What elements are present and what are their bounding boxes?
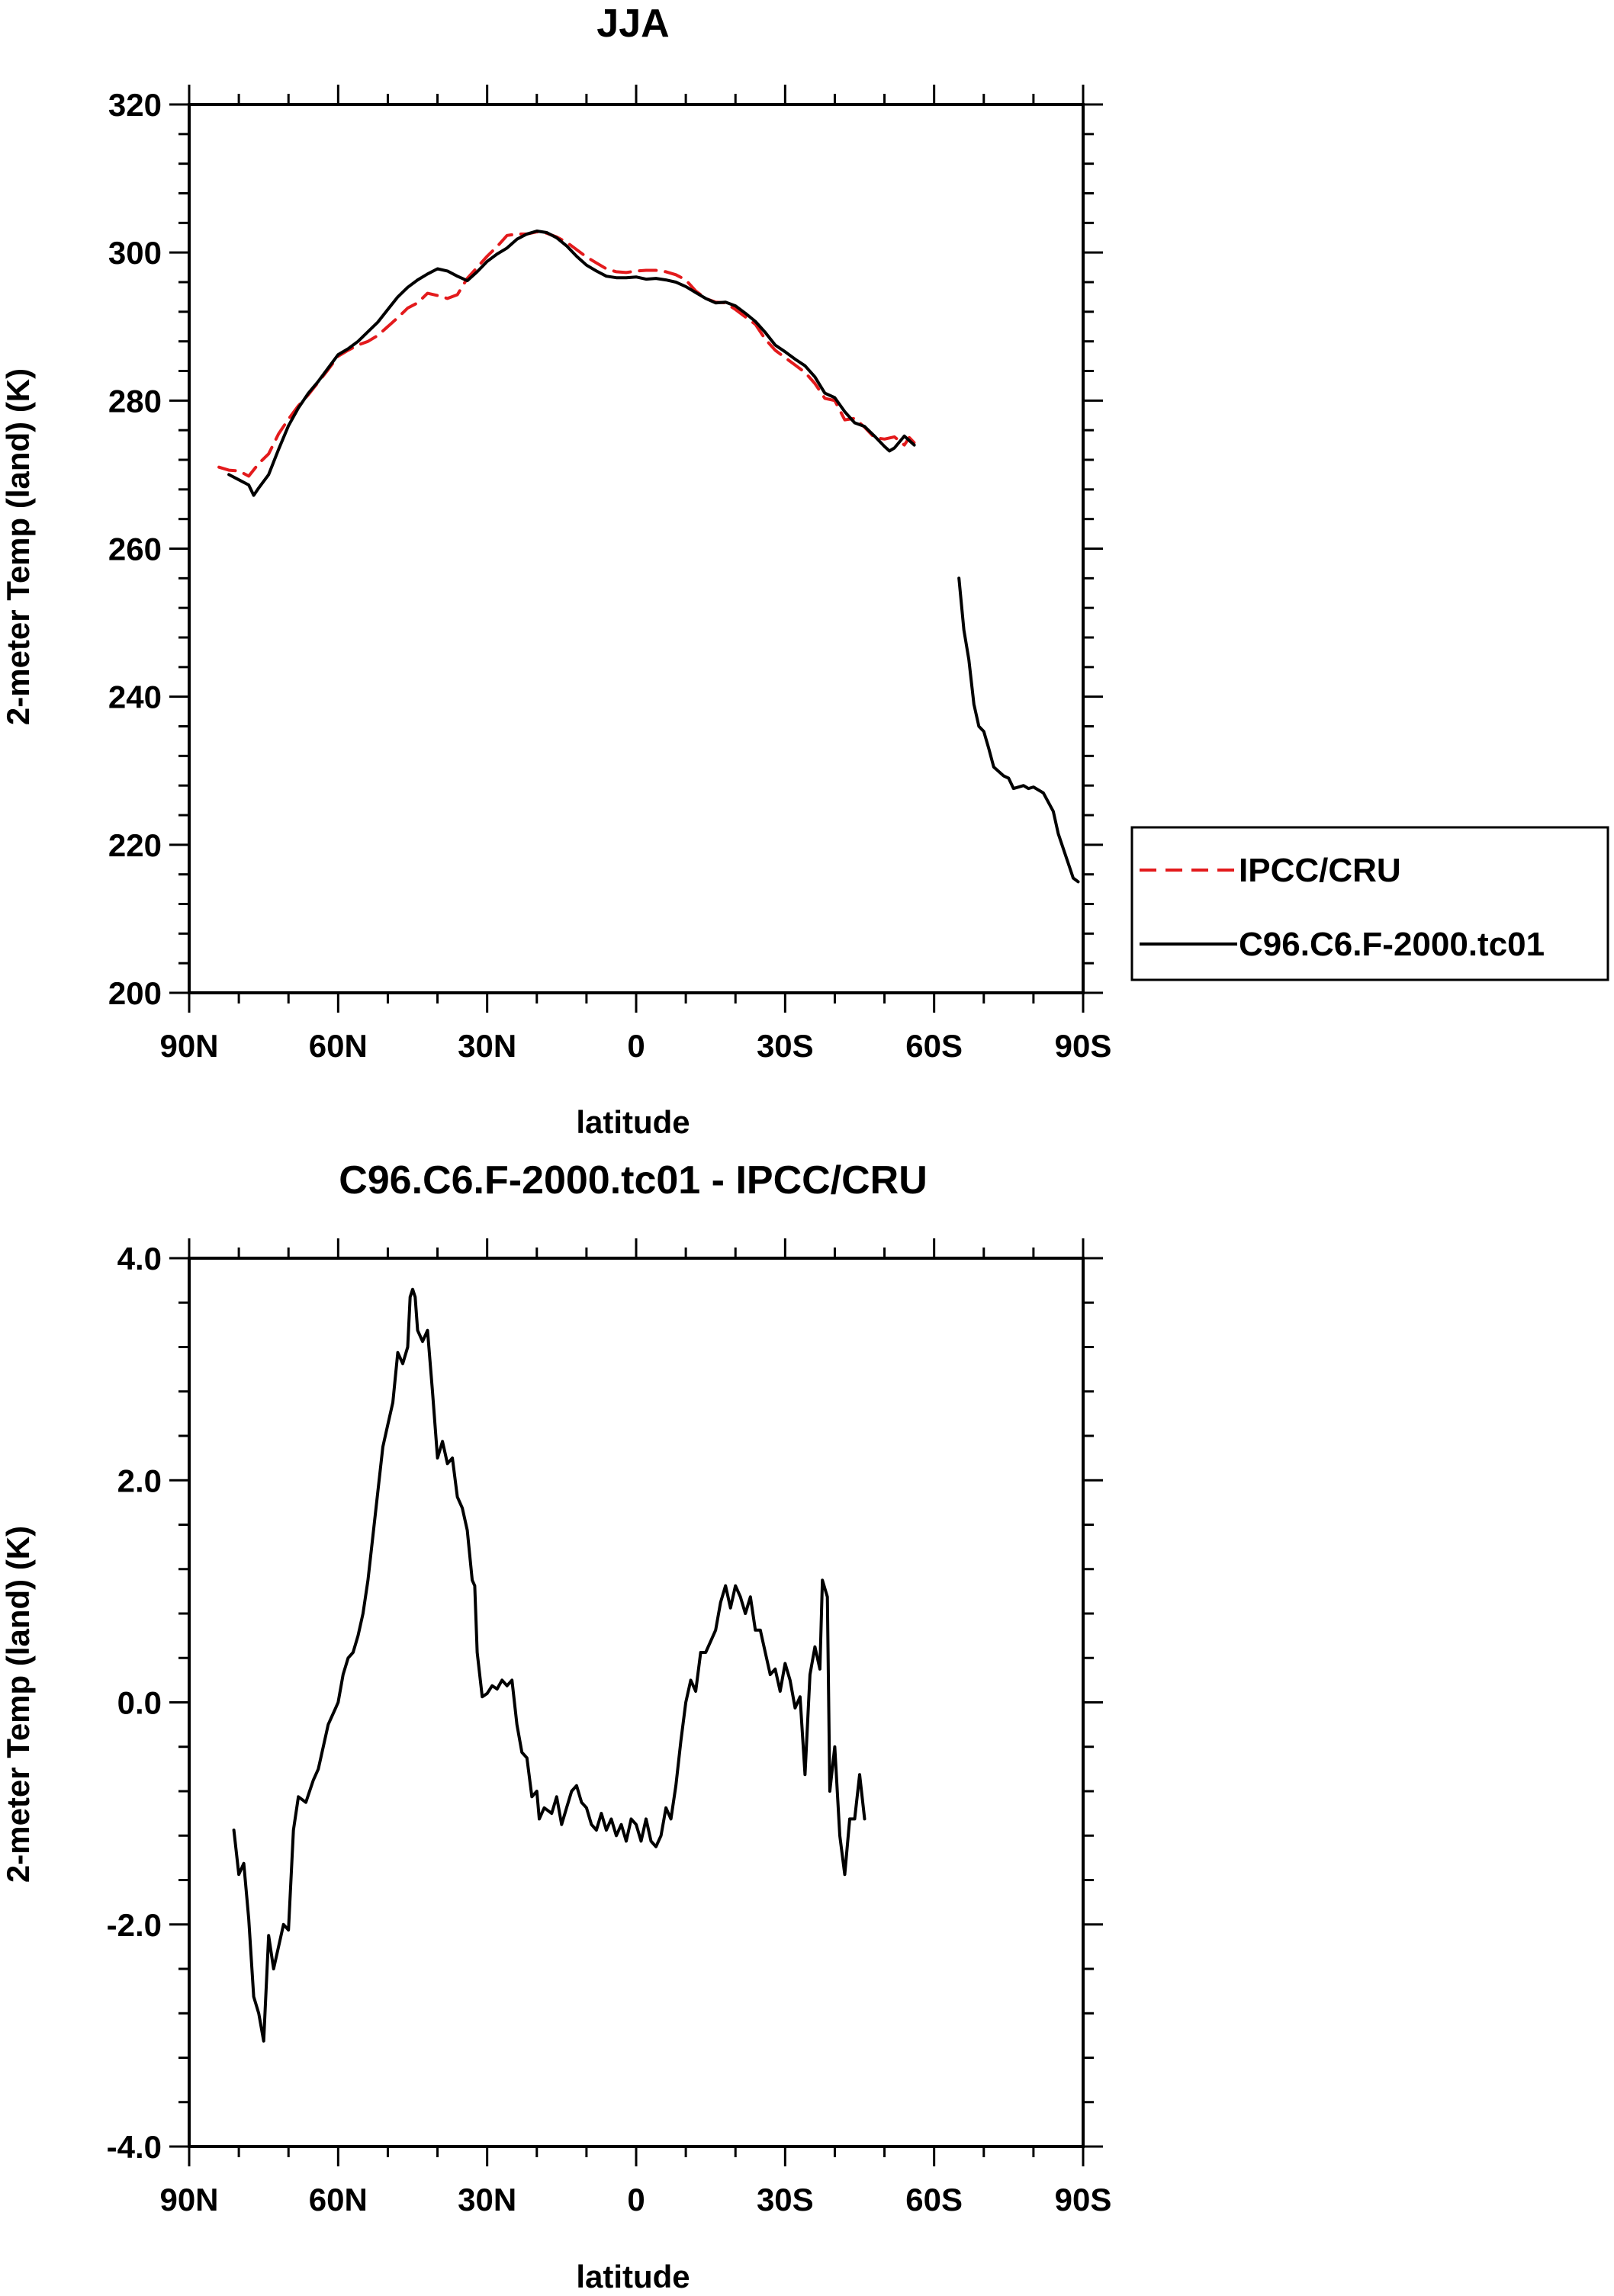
top-y-tick-label: 220 — [108, 827, 162, 863]
bottom-y-tick-label: -2.0 — [107, 1907, 162, 1943]
bot-series-0-line-0 — [232, 1287, 866, 2043]
bottom-x-tick-label: 30N — [458, 2182, 516, 2217]
top-y-tick-label: 260 — [108, 531, 162, 567]
top-x-tick-label: 60N — [309, 1028, 368, 1064]
top-y-tick-label: 200 — [108, 975, 162, 1011]
top-series-1-line-1 — [957, 576, 1080, 884]
bottom-axis-ticks — [169, 1238, 1103, 2166]
top-axis-ticks — [169, 85, 1103, 1013]
bottom-chart-title: C96.C6.F-2000.tc01 - IPCC/CRU — [339, 1158, 928, 1203]
bottom-y-tick-labels: -4.0 -2.0 0.0 2.0 4.0 — [107, 1241, 162, 2165]
top-y-tick-labels: 200 220 240 260 280 300 320 — [108, 87, 162, 1011]
top-series-lines — [217, 230, 1080, 884]
legend-label-ipcc-cru: IPCC/CRU — [1239, 852, 1401, 889]
bottom-x-tick-label: 60N — [309, 2182, 368, 2217]
top-y-tick-label: 280 — [108, 383, 162, 419]
bottom-x-tick-labels: 90N 60N 30N 0 30S 60S 90S — [159, 2182, 1111, 2217]
top-x-tick-label: 0 — [627, 1028, 645, 1064]
top-plot-frame — [188, 103, 1085, 994]
legend-label-model: C96.C6.F-2000.tc01 — [1239, 926, 1545, 963]
legend: IPCC/CRU C96.C6.F-2000.tc01 — [1130, 826, 1609, 981]
bottom-x-tick-label: 0 — [627, 2182, 645, 2217]
bottom-y-tick-label: 2.0 — [117, 1463, 162, 1498]
bottom-x-axis-label: latitude — [576, 2259, 690, 2294]
bottom-y-tick-label: 0.0 — [117, 1685, 162, 1721]
top-x-tick-label: 30N — [458, 1028, 516, 1064]
top-y-axis-label: 2-meter Temp (land) (K) — [0, 368, 36, 725]
bottom-series-lines — [232, 1287, 866, 2043]
top-series-0-line-0 — [217, 230, 916, 478]
top-x-tick-label: 60S — [905, 1028, 963, 1064]
bottom-x-tick-label: 30S — [757, 2182, 814, 2217]
top-x-tick-label: 30S — [757, 1028, 814, 1064]
bottom-x-tick-label: 90S — [1055, 2182, 1112, 2217]
bottom-x-tick-label: 90N — [159, 2182, 218, 2217]
bottom-plot-frame — [188, 1257, 1085, 2148]
legend-box — [1130, 826, 1609, 981]
bottom-x-tick-label: 60S — [905, 2182, 963, 2217]
top-series-1-line-0 — [227, 230, 916, 497]
bottom-plot-area — [169, 1238, 1103, 2166]
bottom-chart: C96.C6.F-2000.tc01 - IPCC/CRU -4.0 -2.0 … — [0, 1158, 1111, 2294]
top-plot-area — [169, 85, 1103, 1013]
bottom-y-axis-label: 2-meter Temp (land) (K) — [0, 1526, 36, 1883]
top-x-tick-label: 90N — [159, 1028, 218, 1064]
top-y-tick-label: 320 — [108, 87, 162, 123]
top-y-tick-label: 300 — [108, 235, 162, 271]
bottom-y-tick-label: -4.0 — [107, 2129, 162, 2165]
top-x-tick-labels: 90N 60N 30N 0 30S 60S 90S — [159, 1028, 1111, 1064]
bottom-y-tick-label: 4.0 — [117, 1241, 162, 1276]
top-chart-title: JJA — [596, 2, 669, 46]
top-x-tick-label: 90S — [1055, 1028, 1112, 1064]
top-y-tick-label: 240 — [108, 679, 162, 715]
top-chart: JJA 200 220 240 260 280 300 320 90N 60N … — [0, 2, 1609, 1140]
top-x-axis-label: latitude — [576, 1104, 690, 1140]
